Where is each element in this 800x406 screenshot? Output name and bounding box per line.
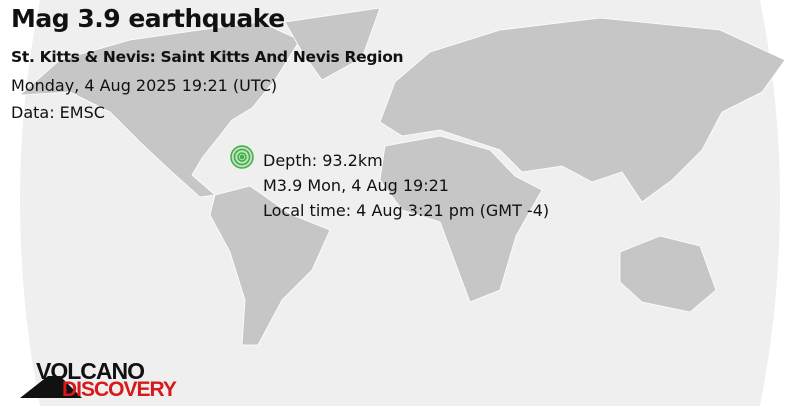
eurasia	[379, 17, 786, 203]
region-label: St. Kitts & Nevis: Saint Kitts And Nevis…	[11, 48, 404, 66]
africa	[379, 135, 543, 303]
volcanodiscovery-logo[interactable]: VOLCANO DISCOVERY	[20, 358, 190, 401]
australia	[619, 235, 717, 313]
depth-label: Depth: 93.2km	[263, 151, 383, 170]
logo-text-discovery: DISCOVERY	[62, 378, 177, 401]
data-source-label: Data: EMSC	[11, 103, 105, 122]
datetime-label: Monday, 4 Aug 2025 19:21 (UTC)	[11, 76, 278, 95]
greenland	[284, 7, 381, 81]
south-america	[209, 185, 331, 346]
local-time-label: Local time: 4 Aug 3:21 pm (GMT -4)	[263, 201, 550, 220]
north-america	[18, 21, 301, 198]
quake-summary: M3.9 Mon, 4 Aug 19:21	[263, 176, 449, 195]
epicenter-rings-icon[interactable]	[230, 145, 254, 169]
volcano-icon	[20, 376, 82, 398]
page-title: Mag 3.9 earthquake	[11, 4, 285, 33]
logo-text-volcano: VOLCANO	[36, 358, 145, 384]
